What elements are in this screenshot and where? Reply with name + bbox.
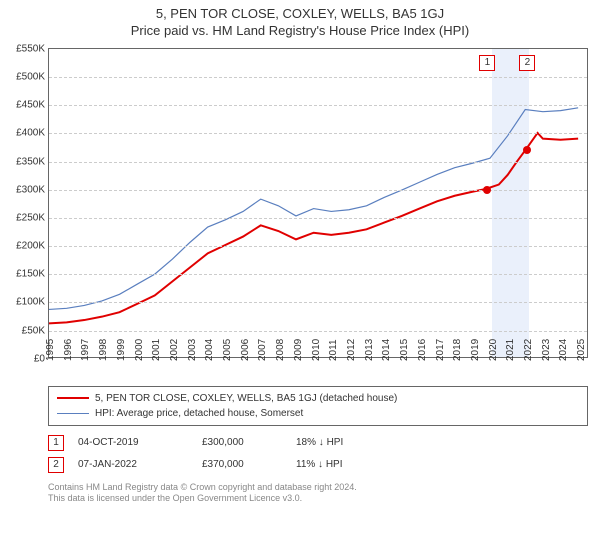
- ytick-label: £150K: [16, 269, 49, 280]
- xtick-label: 2021: [505, 339, 516, 361]
- sale-delta: 11% ↓ HPI: [296, 459, 343, 470]
- sale-marker-label-2: 2: [519, 55, 535, 71]
- title-line-1: 5, PEN TOR CLOSE, COXLEY, WELLS, BA5 1GJ: [0, 6, 600, 23]
- chart-container: 5, PEN TOR CLOSE, COXLEY, WELLS, BA5 1GJ…: [0, 0, 600, 560]
- xtick-label: 2022: [523, 339, 534, 361]
- xtick-label: 2004: [204, 339, 215, 361]
- legend-swatch: [57, 397, 89, 399]
- ytick-label: £100K: [16, 297, 49, 308]
- series-hpi: [49, 108, 578, 310]
- gridline: [49, 105, 587, 106]
- footer: Contains HM Land Registry data © Crown c…: [48, 482, 588, 505]
- xtick-label: 2007: [257, 339, 268, 361]
- xtick-label: 2024: [558, 339, 569, 361]
- sale-marker-label-1: 1: [479, 55, 495, 71]
- ytick-label: £500K: [16, 71, 49, 82]
- xtick-label: 2005: [222, 339, 233, 361]
- gridline: [49, 246, 587, 247]
- xtick-label: 1995: [45, 339, 56, 361]
- xtick-label: 1996: [63, 339, 74, 361]
- xtick-label: 2008: [275, 339, 286, 361]
- sale-delta: 18% ↓ HPI: [296, 437, 343, 448]
- legend-label: 5, PEN TOR CLOSE, COXLEY, WELLS, BA5 1GJ…: [95, 391, 397, 406]
- ytick-label: £200K: [16, 241, 49, 252]
- sales-table: 1 04-OCT-2019 £300,000 18% ↓ HPI 2 07-JAN-202…: [48, 432, 588, 476]
- sale-badge: 1: [48, 435, 64, 451]
- sale-date: 04-OCT-2019: [78, 437, 188, 448]
- sale-badge: 2: [48, 457, 64, 473]
- xtick-label: 1998: [98, 339, 109, 361]
- legend-row-price_paid: 5, PEN TOR CLOSE, COXLEY, WELLS, BA5 1GJ…: [57, 391, 579, 406]
- xtick-label: 2006: [240, 339, 251, 361]
- xtick-label: 2011: [328, 339, 339, 361]
- xtick-label: 2002: [169, 339, 180, 361]
- xtick-label: 2016: [417, 339, 428, 361]
- xtick-label: 2025: [576, 339, 587, 361]
- gridline: [49, 274, 587, 275]
- gridline: [49, 218, 587, 219]
- titles: 5, PEN TOR CLOSE, COXLEY, WELLS, BA5 1GJ…: [0, 0, 600, 40]
- gridline: [49, 133, 587, 134]
- line-layer: [49, 49, 587, 357]
- xtick-label: 2020: [488, 339, 499, 361]
- sale-date: 07-JAN-2022: [78, 459, 188, 470]
- xtick-label: 2023: [541, 339, 552, 361]
- gridline: [49, 77, 587, 78]
- gridline: [49, 190, 587, 191]
- xtick-label: 2003: [187, 339, 198, 361]
- legend-swatch: [57, 413, 89, 414]
- xtick-label: 1997: [80, 339, 91, 361]
- xtick-label: 2013: [364, 339, 375, 361]
- title-line-2: Price paid vs. HM Land Registry's House …: [0, 23, 600, 40]
- ytick-label: £50K: [22, 325, 49, 336]
- xtick-label: 2017: [435, 339, 446, 361]
- gridline: [49, 302, 587, 303]
- ytick-label: £250K: [16, 212, 49, 223]
- xtick-label: 2009: [293, 339, 304, 361]
- xtick-label: 2001: [151, 339, 162, 361]
- legend: 5, PEN TOR CLOSE, COXLEY, WELLS, BA5 1GJ…: [48, 386, 588, 426]
- xtick-label: 2012: [346, 339, 357, 361]
- sale-price: £300,000: [202, 437, 282, 448]
- sale-marker-2: [523, 146, 531, 154]
- sale-price: £370,000: [202, 459, 282, 470]
- legend-row-hpi: HPI: Average price, detached house, Some…: [57, 406, 579, 421]
- xtick-label: 2014: [381, 339, 392, 361]
- xtick-label: 2010: [311, 339, 322, 361]
- gridline: [49, 331, 587, 332]
- sale-marker-1: [483, 186, 491, 194]
- xtick-label: 2018: [452, 339, 463, 361]
- footer-line-2: This data is licensed under the Open Gov…: [48, 493, 588, 505]
- xtick-label: 2015: [399, 339, 410, 361]
- plot-area: £0£50K£100K£150K£200K£250K£300K£350K£400…: [48, 48, 588, 358]
- chart-wrap: £0£50K£100K£150K£200K£250K£300K£350K£400…: [48, 48, 588, 358]
- sale-row-1: 1 04-OCT-2019 £300,000 18% ↓ HPI: [48, 432, 588, 454]
- footer-line-1: Contains HM Land Registry data © Crown c…: [48, 482, 588, 494]
- gridline: [49, 162, 587, 163]
- legend-label: HPI: Average price, detached house, Some…: [95, 406, 303, 421]
- ytick-label: £300K: [16, 184, 49, 195]
- xtick-label: 1999: [116, 339, 127, 361]
- ytick-label: £350K: [16, 156, 49, 167]
- ytick-label: £450K: [16, 100, 49, 111]
- xtick-label: 2000: [134, 339, 145, 361]
- xtick-label: 2019: [470, 339, 481, 361]
- ytick-label: £400K: [16, 128, 49, 139]
- sale-row-2: 2 07-JAN-2022 £370,000 11% ↓ HPI: [48, 454, 588, 476]
- ytick-label: £550K: [16, 43, 49, 54]
